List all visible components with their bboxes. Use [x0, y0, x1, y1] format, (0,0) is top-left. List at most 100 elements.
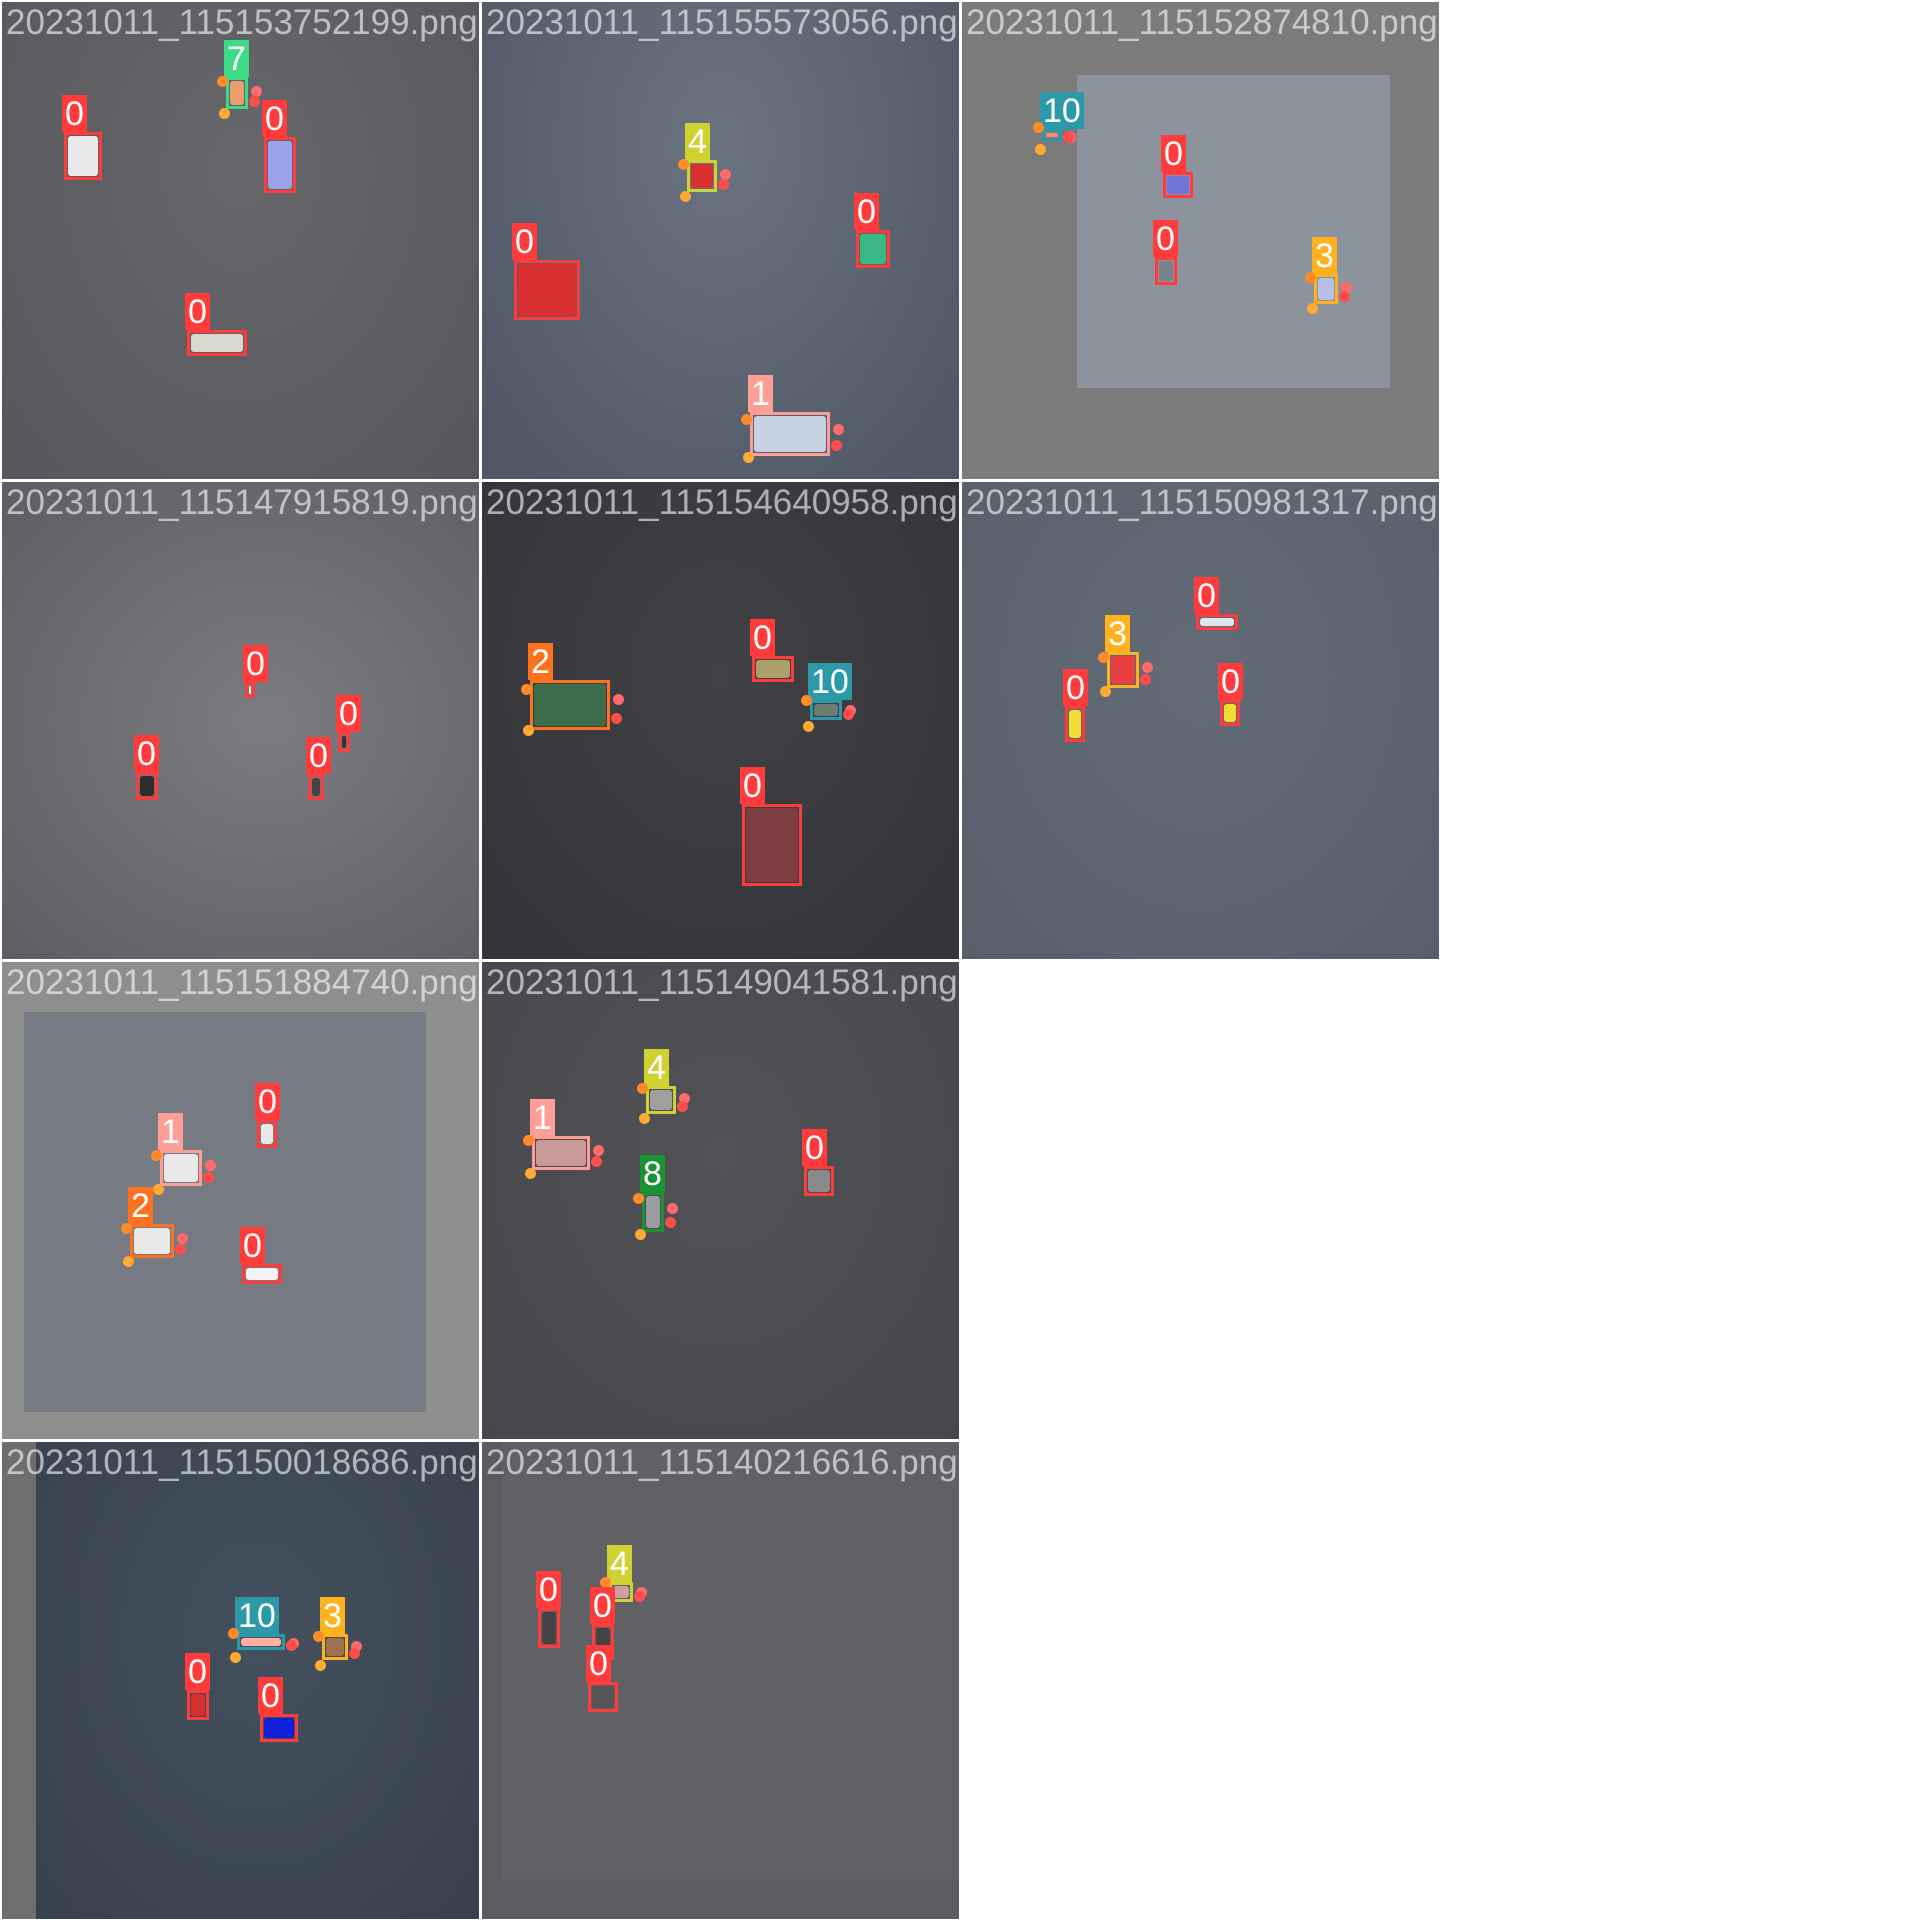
bbox-outline — [1220, 700, 1240, 726]
keypoint-dot — [803, 721, 814, 732]
detection-box: 0 — [514, 260, 580, 320]
detection-box: 0 — [245, 682, 255, 698]
image-tile: 20231011_115149041581.png 4 1 0 8 — [482, 962, 959, 1439]
keypoint-dot — [1035, 144, 1046, 155]
class-label: 0 — [243, 645, 268, 682]
keypoint-dot — [680, 191, 691, 202]
keypoint-dot — [665, 1217, 676, 1228]
tile-filename: 20231011_115150981317.png — [966, 485, 1438, 520]
class-label: 0 — [306, 737, 331, 774]
keypoint-dot — [521, 684, 532, 695]
keypoint-dot — [611, 713, 622, 724]
detection-box: 1 — [160, 1150, 202, 1186]
bbox-outline — [187, 330, 247, 356]
keypoint-dot — [720, 169, 731, 180]
detection-box: 0 — [264, 137, 296, 193]
detection-box: 2 — [530, 680, 610, 730]
class-label: 0 — [750, 619, 775, 656]
class-label: 0 — [1194, 577, 1219, 614]
class-label: 0 — [185, 293, 210, 330]
bbox-outline — [237, 1634, 285, 1650]
class-label: 4 — [607, 1545, 632, 1582]
bbox-outline — [810, 700, 842, 720]
bbox-outline — [245, 682, 255, 698]
detection-box: 8 — [642, 1192, 664, 1232]
image-tile: 20231011_115140216616.png 4000 — [482, 1442, 959, 1919]
keypoint-dot — [251, 86, 262, 97]
keypoint-dot — [523, 725, 534, 736]
detection-box: 0 — [856, 230, 890, 268]
keypoint-dot — [1140, 674, 1151, 685]
tile-filename: 20231011_115150018686.png — [6, 1445, 478, 1480]
keypoint-dot — [151, 1150, 162, 1161]
class-label: 4 — [644, 1049, 669, 1086]
scene-image — [2, 1442, 479, 1919]
tile-filename: 20231011_115155573056.png — [486, 5, 958, 40]
keypoint-dot — [613, 694, 624, 705]
bbox-outline — [64, 132, 102, 180]
scene-image — [2, 482, 479, 959]
inner-plate — [502, 1442, 959, 1879]
class-label: 10 — [235, 1597, 279, 1634]
bbox-outline — [514, 260, 580, 320]
class-label: 0 — [240, 1227, 265, 1264]
detection-box: 0 — [752, 656, 794, 682]
bbox-outline — [242, 1264, 282, 1284]
class-label: 3 — [1105, 615, 1130, 652]
bbox-outline — [260, 1714, 298, 1742]
class-label: 0 — [802, 1129, 827, 1166]
keypoint-dot — [633, 1193, 644, 1204]
class-label: 0 — [336, 695, 361, 732]
keypoint-dot — [205, 1160, 216, 1171]
keypoint-dot — [801, 695, 812, 706]
keypoint-dot — [718, 179, 729, 190]
keypoint-dot — [635, 1229, 646, 1240]
keypoint-dot — [843, 709, 854, 720]
bbox-outline — [687, 160, 717, 192]
class-label: 3 — [320, 1597, 345, 1634]
keypoint-dot — [315, 1660, 326, 1671]
class-label: 0 — [1161, 135, 1186, 172]
keypoint-dot — [1033, 122, 1044, 133]
keypoint-dot — [1339, 291, 1350, 302]
class-label: 0 — [512, 223, 537, 260]
detection-box: 0 — [260, 1714, 298, 1742]
image-tile: 20231011_115152874810.png 10 0 0 3 — [962, 2, 1439, 479]
bbox-outline — [538, 1608, 560, 1648]
detection-box: 3 — [1107, 652, 1139, 688]
keypoint-dot — [1063, 132, 1074, 143]
class-label: 0 — [536, 1571, 561, 1608]
bbox-outline — [264, 137, 296, 193]
keypoint-dot — [228, 1628, 239, 1639]
bbox-outline — [642, 1192, 664, 1232]
class-label: 2 — [128, 1187, 153, 1224]
inner-plate — [1077, 75, 1390, 388]
keypoint-dot — [634, 1591, 645, 1602]
keypoint-dot — [1305, 272, 1316, 283]
bbox-outline — [1065, 706, 1085, 742]
detection-box: 1 — [532, 1136, 590, 1170]
detection-box: 7 — [226, 77, 248, 109]
detection-box: 0 — [257, 1120, 277, 1148]
class-label: 1 — [748, 375, 773, 412]
detection-box: 0 — [588, 1682, 618, 1712]
class-label: 0 — [586, 1645, 611, 1682]
class-label: 4 — [685, 123, 710, 160]
bbox-outline — [1196, 614, 1238, 630]
class-label: 0 — [255, 1083, 280, 1120]
detection-box: 3 — [322, 1634, 348, 1660]
tile-filename: 20231011_115153752199.png — [6, 5, 478, 40]
class-label: 8 — [640, 1155, 665, 1192]
class-label: 0 — [262, 100, 287, 137]
class-label: 0 — [185, 1653, 210, 1690]
detection-box: 0 — [1163, 172, 1193, 198]
bbox-outline — [1314, 274, 1338, 304]
detection-box: 0 — [308, 774, 324, 800]
bbox-outline — [1042, 129, 1062, 141]
bbox-outline — [530, 680, 610, 730]
class-label: 0 — [62, 95, 87, 132]
class-label: 0 — [740, 767, 765, 804]
detection-box: 10 — [1042, 129, 1062, 141]
